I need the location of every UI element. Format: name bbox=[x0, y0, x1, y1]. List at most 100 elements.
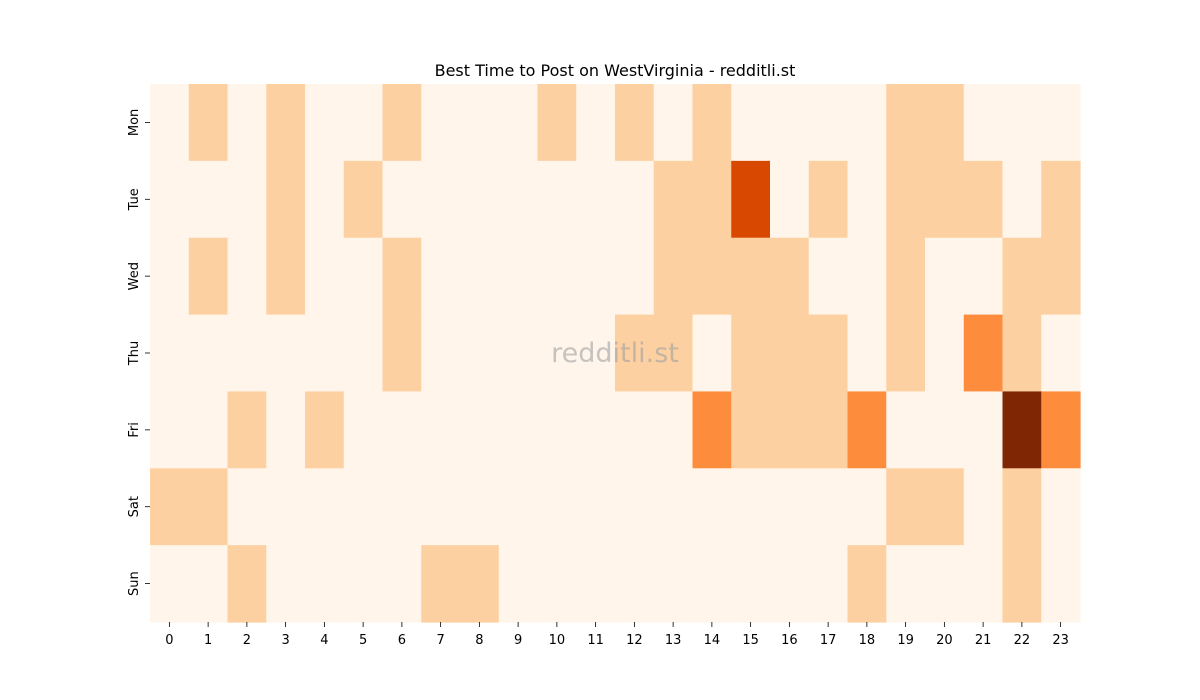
x-tick-label: 13 bbox=[665, 633, 682, 648]
heatmap-cell-thu-21 bbox=[963, 314, 1004, 393]
heatmap-cell-tue-3 bbox=[266, 160, 306, 239]
heatmap-cell-wed-2 bbox=[227, 237, 267, 316]
heatmap-cell-sat-20 bbox=[925, 468, 965, 546]
heatmap-cell-fri-10 bbox=[537, 391, 577, 469]
heatmap-cell-sat-16 bbox=[770, 468, 810, 546]
heatmap-cell-fri-15 bbox=[731, 391, 771, 469]
heatmap-cell-thu-11 bbox=[576, 314, 616, 393]
heatmap-cell-sun-7 bbox=[421, 545, 461, 623]
heatmap-cell-thu-19 bbox=[886, 314, 926, 393]
heatmap-cell-thu-0 bbox=[150, 314, 190, 393]
x-tick-label: 9 bbox=[514, 633, 522, 648]
heatmap-cell-wed-13 bbox=[653, 237, 694, 316]
heatmap-cell-sat-15 bbox=[731, 468, 771, 546]
x-tick-label: 19 bbox=[897, 633, 914, 648]
heatmap-cell-wed-17 bbox=[808, 237, 849, 316]
heatmap-cell-wed-14 bbox=[692, 237, 732, 316]
heatmap-cell-wed-6 bbox=[382, 237, 422, 316]
heatmap-cell-thu-22 bbox=[1002, 314, 1042, 393]
watermark-text: redditli.st bbox=[551, 338, 679, 369]
heatmap-cell-sat-17 bbox=[808, 468, 849, 546]
x-tick-label: 6 bbox=[398, 633, 406, 648]
heatmap-cell-wed-11 bbox=[576, 237, 616, 316]
heatmap-cell-wed-8 bbox=[460, 237, 500, 316]
heatmap-cell-mon-19 bbox=[886, 84, 926, 162]
heatmap-cell-tue-9 bbox=[498, 160, 539, 239]
x-tick-label: 11 bbox=[587, 633, 604, 648]
heatmap-cell-mon-10 bbox=[537, 84, 577, 162]
heatmap-cell-tue-7 bbox=[421, 160, 461, 239]
heatmap-cell-mon-20 bbox=[925, 84, 965, 162]
heatmap-cell-mon-16 bbox=[770, 84, 810, 162]
heatmap-cell-wed-12 bbox=[615, 237, 655, 316]
heatmap-cell-fri-12 bbox=[615, 391, 655, 469]
heatmap-cell-tue-18 bbox=[847, 160, 887, 239]
x-tick-label: 3 bbox=[281, 633, 289, 648]
heatmap-cell-mon-9 bbox=[498, 84, 539, 162]
heatmap-cell-sun-23 bbox=[1041, 545, 1081, 623]
heatmap-cell-fri-13 bbox=[653, 391, 694, 469]
heatmap-cell-mon-6 bbox=[382, 84, 422, 162]
x-tick-label: 17 bbox=[820, 633, 837, 648]
heatmap-cell-fri-1 bbox=[188, 391, 229, 469]
heatmap-cell-wed-18 bbox=[847, 237, 887, 316]
heatmap-cell-fri-20 bbox=[925, 391, 965, 469]
heatmap-cell-tue-0 bbox=[150, 160, 190, 239]
x-tick-label: 2 bbox=[243, 633, 251, 648]
heatmap-cell-sun-6 bbox=[382, 545, 422, 623]
heatmap-cell-thu-9 bbox=[498, 314, 539, 393]
heatmap-cell-sat-6 bbox=[382, 468, 422, 546]
heatmap-cell-mon-4 bbox=[305, 84, 345, 162]
heatmap-cell-mon-8 bbox=[460, 84, 500, 162]
heatmap-cell-sun-9 bbox=[498, 545, 539, 623]
x-tick-label: 23 bbox=[1052, 633, 1069, 648]
heatmap-cell-fri-17 bbox=[808, 391, 849, 469]
heatmap-cell-thu-13 bbox=[653, 314, 694, 393]
heatmap-cell-sat-3 bbox=[266, 468, 306, 546]
heatmap-cell-tue-6 bbox=[382, 160, 422, 239]
heatmap-cell-tue-16 bbox=[770, 160, 810, 239]
heatmap-cell-thu-7 bbox=[421, 314, 461, 393]
heatmap-cell-tue-2 bbox=[227, 160, 267, 239]
x-axis-ticks: 0 1 2 3 4 5 6 7 8 9 10 11 12 13 14 15 16 17 18 19 20 21 22 23 bbox=[165, 622, 1069, 648]
heatmap-cell-fri-19 bbox=[886, 391, 926, 469]
y-tick-label: Fri bbox=[127, 422, 142, 438]
heatmap-cell-sat-9 bbox=[498, 468, 539, 546]
heatmap-cell-sun-17 bbox=[808, 545, 849, 623]
heatmap-cell-thu-17 bbox=[808, 314, 849, 393]
heatmap-cell-sat-8 bbox=[460, 468, 500, 546]
x-tick-label: 8 bbox=[475, 633, 483, 648]
heatmap-cell-mon-5 bbox=[343, 84, 384, 162]
heatmap-cell-sun-11 bbox=[576, 545, 616, 623]
heatmap-cell-sun-15 bbox=[731, 545, 771, 623]
heatmap-cells bbox=[150, 84, 1081, 623]
heatmap-cell-fri-8 bbox=[460, 391, 500, 469]
heatmap-cell-sun-16 bbox=[770, 545, 810, 623]
heatmap-cell-sun-0 bbox=[150, 545, 190, 623]
heatmap-cell-sat-12 bbox=[615, 468, 655, 546]
heatmap-cell-sat-14 bbox=[692, 468, 732, 546]
x-tick-label: 21 bbox=[975, 633, 992, 648]
heatmap-cell-fri-3 bbox=[266, 391, 306, 469]
heatmap-cell-wed-3 bbox=[266, 237, 306, 316]
heatmap-cell-sun-20 bbox=[925, 545, 965, 623]
x-tick-label: 10 bbox=[549, 633, 566, 648]
heatmap-cell-wed-22 bbox=[1002, 237, 1042, 316]
heatmap-cell-fri-0 bbox=[150, 391, 190, 469]
heatmap-cell-tue-5 bbox=[343, 160, 384, 239]
heatmap-cell-tue-11 bbox=[576, 160, 616, 239]
heatmap-cell-sun-18 bbox=[847, 545, 887, 623]
heatmap-cell-mon-21 bbox=[963, 84, 1004, 162]
heatmap-cell-mon-2 bbox=[227, 84, 267, 162]
heatmap-cell-tue-1 bbox=[188, 160, 229, 239]
heatmap-cell-fri-4 bbox=[305, 391, 345, 469]
heatmap-cell-thu-14 bbox=[692, 314, 732, 393]
heatmap-cell-wed-4 bbox=[305, 237, 345, 316]
heatmap-cell-thu-5 bbox=[343, 314, 384, 393]
heatmap-cell-sat-18 bbox=[847, 468, 887, 546]
heatmap-cell-mon-18 bbox=[847, 84, 887, 162]
x-tick-label: 4 bbox=[320, 633, 328, 648]
heatmap-cell-fri-5 bbox=[343, 391, 384, 469]
y-tick-label: Wed bbox=[127, 262, 142, 290]
heatmap-cell-fri-23 bbox=[1041, 391, 1081, 469]
